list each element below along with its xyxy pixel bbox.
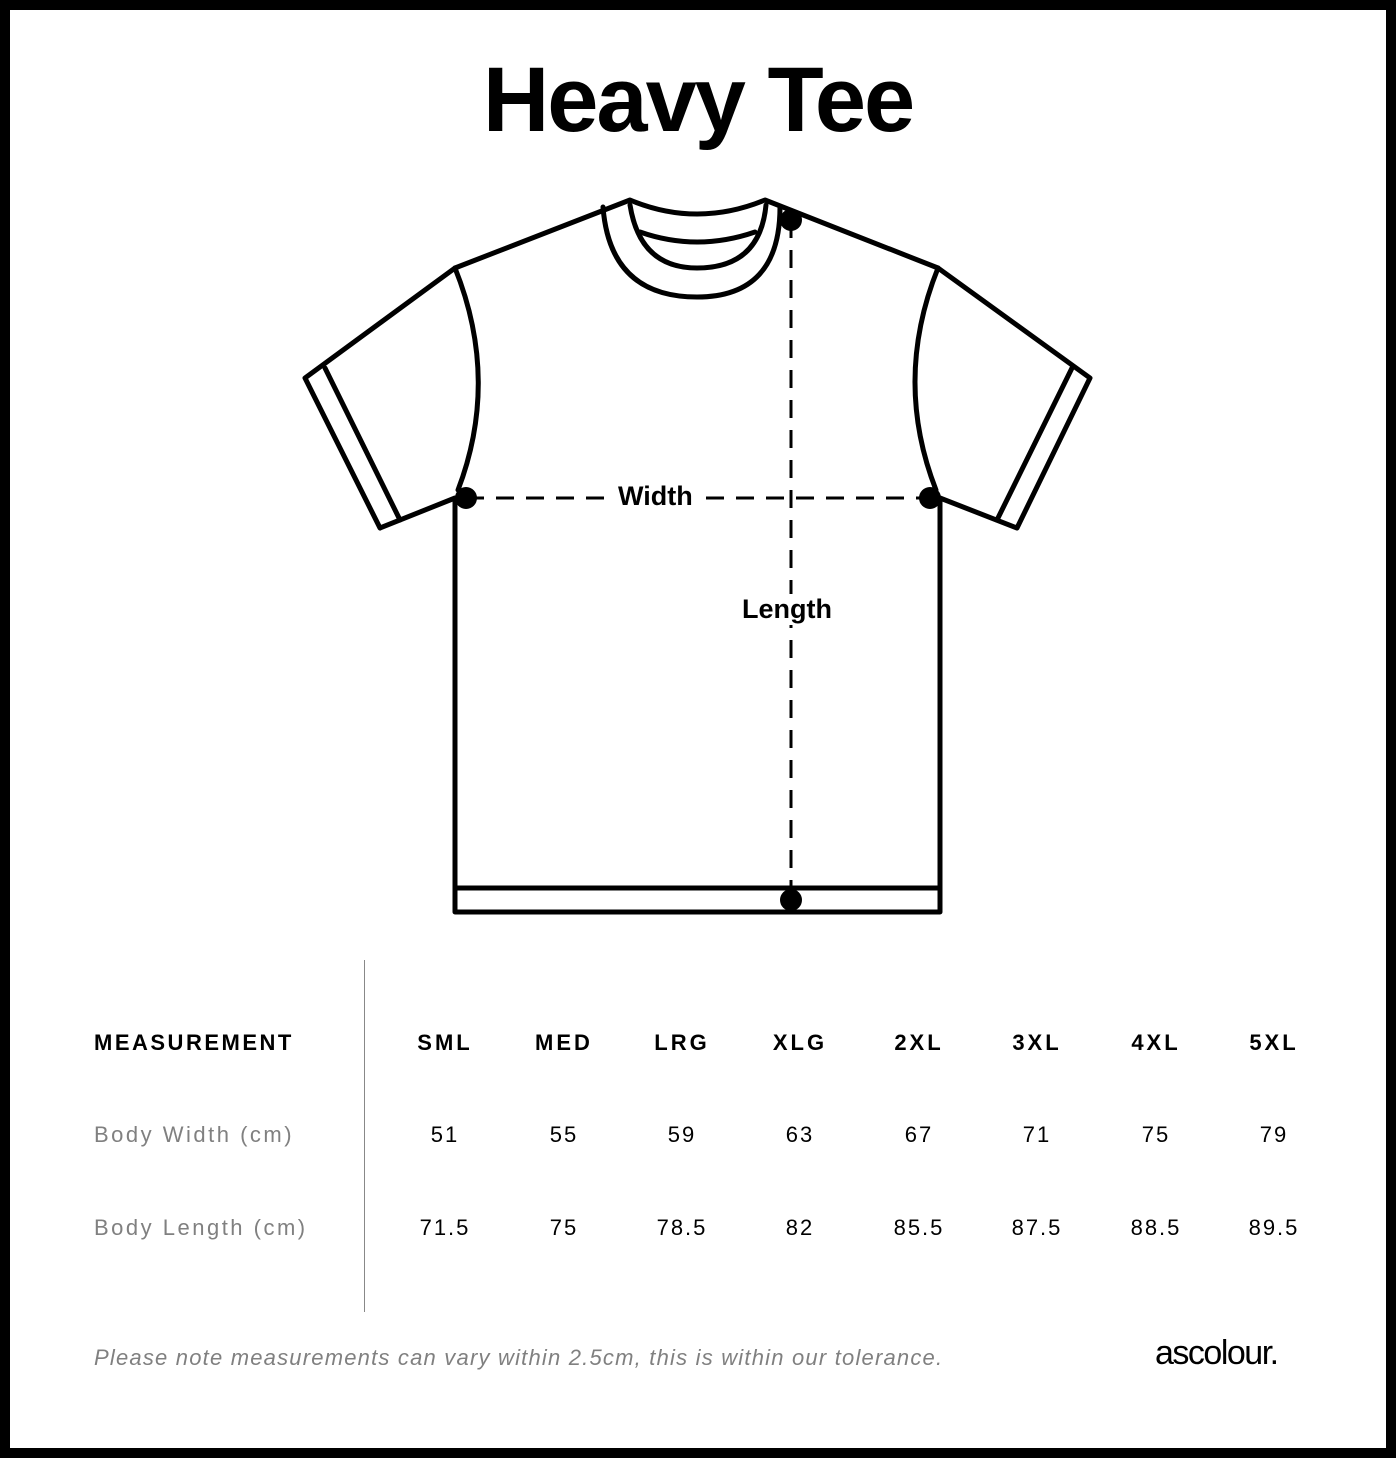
body-length-value: 75 (549, 1215, 579, 1240)
size-header: XLG (772, 1030, 828, 1055)
body-width-value: 55 (549, 1122, 579, 1147)
size-header: 3XL (1012, 1030, 1062, 1055)
width-point-left (455, 487, 477, 509)
size-header: MED (535, 1030, 593, 1055)
tee-diagram (302, 197, 1093, 915)
body-width-value: 75 (1141, 1122, 1171, 1147)
size-header: LRG (654, 1030, 710, 1055)
body-width-value: 67 (904, 1122, 934, 1147)
body-width-value: 51 (430, 1122, 460, 1147)
collar-outer (600, 204, 783, 300)
size-header: 2XL (894, 1030, 944, 1055)
size-header: 5XL (1249, 1030, 1299, 1055)
body-length-value: 82 (785, 1215, 815, 1240)
left-armhole (452, 265, 481, 493)
right-cuff (994, 365, 1075, 523)
row-label-body-length: Body Length (cm) (94, 1215, 308, 1240)
length-point-bottom (780, 889, 802, 911)
size-header: 4XL (1131, 1030, 1181, 1055)
body-length-value: 89.5 (1248, 1215, 1300, 1240)
body-length-value: 87.5 (1011, 1215, 1063, 1240)
tee-outline (302, 197, 1093, 915)
tolerance-note: Please note measurements can vary within… (94, 1345, 944, 1370)
width-label: Width (614, 481, 697, 512)
length-point-top (780, 209, 802, 231)
page-title: Heavy Tee (482, 49, 915, 151)
collar-back (637, 229, 758, 245)
length-label: Length (738, 594, 836, 625)
size-header: SML (417, 1030, 473, 1055)
body-width-value: 63 (785, 1122, 815, 1147)
body-length-value: 71.5 (419, 1215, 471, 1240)
body-length-value: 78.5 (656, 1215, 708, 1240)
measurement-header: MEASUREMENT (94, 1030, 294, 1055)
left-cuff (322, 365, 403, 523)
width-point-right (919, 487, 941, 509)
table-divider (364, 960, 365, 1312)
right-armhole (912, 265, 941, 493)
collar-inner (627, 202, 769, 271)
body-width-value: 59 (667, 1122, 697, 1147)
body-length-value: 88.5 (1130, 1215, 1182, 1240)
row-label-body-width: Body Width (cm) (94, 1122, 295, 1147)
body-length-value: 85.5 (893, 1215, 945, 1240)
body-width-value: 71 (1022, 1122, 1052, 1147)
brand-logo: ascolour. (1155, 1334, 1279, 1372)
body-width-value: 79 (1259, 1122, 1289, 1147)
